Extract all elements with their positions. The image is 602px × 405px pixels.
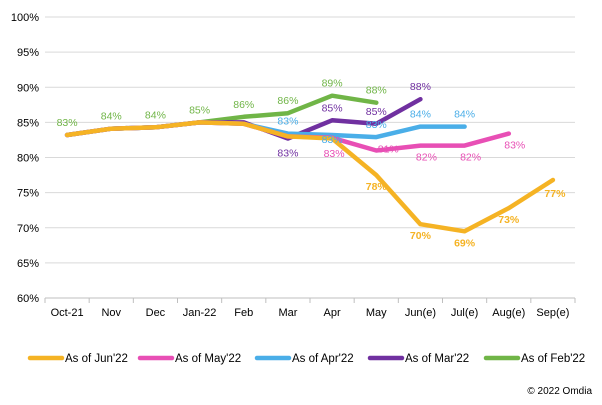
y-tick-label: 65% bbox=[17, 258, 39, 270]
data-label: 83% bbox=[504, 140, 525, 152]
x-tick-label: Jan-22 bbox=[183, 307, 217, 319]
legend-label: As of May'22 bbox=[175, 353, 241, 365]
x-tick-label: Dec bbox=[146, 307, 166, 319]
data-label: 88% bbox=[366, 85, 387, 97]
data-label: 86% bbox=[277, 95, 298, 107]
legend-label: As of Jun'22 bbox=[65, 353, 128, 365]
y-tick-label: 75% bbox=[17, 188, 39, 200]
x-tick-label: Mar bbox=[278, 307, 297, 319]
x-tick-label: Nov bbox=[101, 307, 121, 319]
data-label: 88% bbox=[410, 81, 431, 93]
series-lines bbox=[64, 93, 556, 234]
data-label: 84% bbox=[410, 109, 431, 121]
legend-label: As of Feb'22 bbox=[521, 353, 585, 365]
y-tick-label: 100% bbox=[11, 12, 39, 24]
legend-label: As of Mar'22 bbox=[405, 353, 469, 365]
data-label: 73% bbox=[498, 214, 520, 226]
chart-grid bbox=[45, 16, 575, 299]
data-label: 86% bbox=[233, 99, 254, 111]
data-label: 83% bbox=[324, 148, 345, 160]
x-tick-label: Jun(e) bbox=[405, 307, 436, 319]
data-labels: 78%70%69%73%77%83% 81%82% 82%83%83%83%83%8… bbox=[57, 78, 567, 250]
x-tick-label: Apr bbox=[324, 307, 341, 319]
y-tick-label: 85% bbox=[17, 117, 39, 129]
x-tick-label: May bbox=[366, 307, 387, 319]
y-tick-label: 80% bbox=[17, 153, 39, 165]
x-axis: Oct-21 Nov Dec Jan-22 Feb Mar Apr May Jun(e) Jul(… bbox=[44, 297, 576, 319]
data-label: 78% bbox=[366, 181, 388, 193]
data-label: 69% bbox=[454, 237, 476, 249]
legend-label: As of Apr'22 bbox=[292, 353, 354, 365]
series-line-as-of-jun-22 bbox=[64, 120, 556, 234]
y-tick-label: 70% bbox=[17, 223, 39, 235]
data-label: 85% bbox=[366, 106, 387, 118]
data-label: 83% bbox=[366, 119, 387, 131]
x-tick-label: Jul(e) bbox=[451, 307, 479, 319]
data-label: 84% bbox=[454, 109, 475, 121]
data-label: 85% bbox=[322, 102, 343, 114]
y-tick-label: 90% bbox=[17, 82, 39, 94]
data-label: 77% bbox=[544, 188, 566, 200]
x-tick-label: Sep(e) bbox=[536, 307, 569, 319]
data-label: 83% bbox=[322, 134, 343, 146]
data-label: 83% bbox=[57, 117, 78, 129]
x-tick-label: Feb bbox=[234, 307, 253, 319]
y-tick-label: 95% bbox=[17, 47, 39, 59]
data-label: 82% bbox=[416, 152, 437, 164]
data-label: 83% bbox=[277, 148, 298, 160]
y-tick-label: 60% bbox=[17, 293, 39, 305]
legend: As of Jun'22 As of May'22 As of Apr'22 As o… bbox=[27, 353, 585, 365]
copyright-text: © 2022 Omdia bbox=[527, 386, 592, 397]
data-label: 82% bbox=[460, 152, 481, 164]
data-label: 84% bbox=[145, 109, 166, 121]
x-tick-label: Oct-21 bbox=[51, 307, 84, 319]
data-label: 81% bbox=[378, 143, 399, 155]
data-label: 89% bbox=[322, 78, 343, 90]
data-label: 83% bbox=[277, 116, 298, 128]
y-axis: 60% 65% 70% 75% 80% 85% 90% 95% 100% bbox=[11, 12, 39, 305]
x-tick-label: Aug(e) bbox=[492, 307, 525, 319]
data-label: 70% bbox=[410, 230, 432, 242]
data-label: 85% bbox=[189, 104, 210, 116]
data-label: 84% bbox=[101, 111, 122, 123]
